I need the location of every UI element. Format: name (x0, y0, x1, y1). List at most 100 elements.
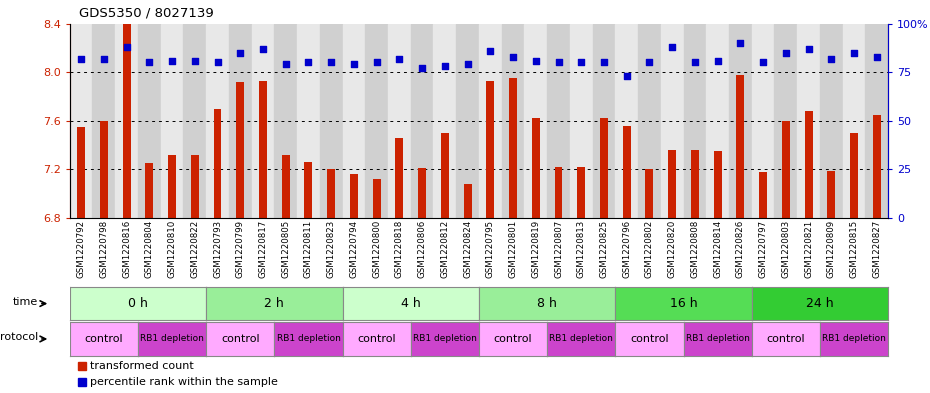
Bar (525, 24, 547, 218)
Bar (236, 82, 245, 218)
Point (232, 50, 247, 56)
Bar (373, 179, 380, 218)
Point (301, 59, 316, 66)
Bar (457, 24, 479, 218)
Text: control: control (494, 334, 532, 344)
Bar (828, 171, 835, 218)
Bar (123, 24, 130, 218)
Point (506, 53, 521, 60)
Point (824, 55, 839, 62)
Bar (214, 109, 221, 218)
Point (711, 57, 725, 64)
Text: control: control (85, 334, 123, 344)
Bar (797, 24, 820, 218)
Text: 16 h: 16 h (670, 297, 698, 310)
Bar (297, 24, 320, 218)
Point (801, 46, 816, 52)
Bar (320, 24, 342, 218)
Text: 2 h: 2 h (264, 297, 285, 310)
Point (119, 44, 134, 50)
Bar (168, 155, 176, 218)
Text: RB1 depletion: RB1 depletion (685, 334, 750, 343)
Text: RB1 depletion: RB1 depletion (413, 334, 477, 343)
Bar (623, 126, 631, 218)
Point (437, 63, 452, 70)
Text: percentile rank within the sample: percentile rank within the sample (90, 377, 278, 387)
Point (415, 65, 430, 72)
Bar (668, 150, 676, 218)
Bar (342, 24, 365, 218)
Text: GDS5350 / 8027139: GDS5350 / 8027139 (79, 7, 214, 20)
Bar (729, 24, 751, 218)
Bar (115, 24, 138, 218)
Text: 8 h: 8 h (538, 297, 557, 310)
Bar (282, 155, 289, 218)
Text: time: time (13, 297, 38, 307)
Text: control: control (631, 334, 669, 344)
Text: 4 h: 4 h (401, 297, 420, 310)
Bar (161, 24, 183, 218)
Bar (850, 133, 858, 218)
Bar (775, 24, 797, 218)
Bar (411, 24, 433, 218)
Point (324, 59, 339, 66)
Bar (600, 118, 608, 218)
Point (73, 55, 88, 62)
Text: 0 h: 0 h (128, 297, 148, 310)
Bar (751, 24, 775, 218)
Bar (395, 138, 404, 218)
Bar (691, 150, 698, 218)
Bar (304, 162, 312, 218)
Bar (532, 118, 539, 218)
Bar (645, 169, 654, 218)
Bar (554, 167, 563, 218)
Bar (820, 24, 843, 218)
Point (619, 73, 634, 79)
Bar (866, 24, 888, 218)
Bar (592, 24, 616, 218)
Bar (259, 81, 267, 218)
Point (483, 48, 498, 54)
Bar (706, 24, 729, 218)
Point (642, 59, 657, 66)
Text: RB1 depletion: RB1 depletion (276, 334, 340, 343)
Bar (100, 121, 108, 218)
Bar (759, 172, 767, 218)
Bar (684, 24, 706, 218)
Bar (713, 151, 722, 218)
Point (347, 61, 362, 68)
Point (392, 55, 406, 62)
Point (778, 50, 793, 56)
Bar (138, 24, 161, 218)
Bar (70, 24, 92, 218)
Bar (782, 121, 790, 218)
Point (278, 61, 293, 68)
Text: RB1 depletion: RB1 depletion (822, 334, 886, 343)
Bar (509, 78, 517, 218)
Bar (206, 24, 229, 218)
Text: protocol: protocol (0, 332, 38, 342)
Point (369, 59, 384, 66)
Point (551, 59, 566, 66)
Bar (252, 24, 274, 218)
Point (574, 59, 589, 66)
Bar (145, 163, 153, 218)
Point (187, 57, 202, 64)
Point (256, 46, 271, 52)
Bar (77, 127, 85, 218)
Text: transformed count: transformed count (90, 362, 194, 371)
Text: control: control (766, 334, 805, 344)
Point (665, 44, 680, 50)
Text: 24 h: 24 h (806, 297, 834, 310)
Bar (804, 111, 813, 218)
Bar (737, 75, 744, 218)
Point (460, 61, 475, 68)
Bar (229, 24, 252, 218)
Bar (872, 115, 881, 218)
Point (756, 59, 771, 66)
Bar (350, 174, 358, 218)
Bar (501, 24, 525, 218)
Bar (183, 24, 206, 218)
Bar (661, 24, 684, 218)
Text: control: control (357, 334, 396, 344)
